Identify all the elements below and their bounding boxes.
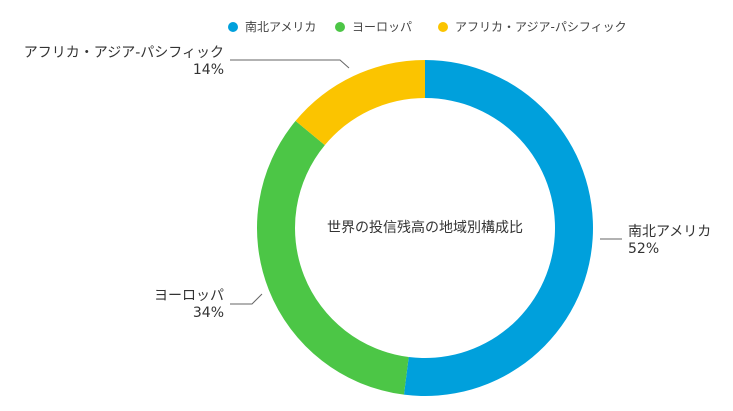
leader-line-africa-asia-pacific: [230, 59, 350, 69]
leader-line-europe: [230, 293, 263, 305]
slice-europe: [257, 120, 409, 395]
callout-name-africa-asia-pacific: アフリカ・アジア-パシフィック: [24, 45, 224, 61]
chart-legend: 南北アメリカ ヨーロッパ アフリカ・アジア-パシフィック: [228, 19, 627, 34]
slice-americas: [403, 60, 594, 396]
callout-name-europe: ヨーロッパ: [154, 288, 224, 304]
legend-label-americas: 南北アメリカ: [245, 19, 316, 34]
callout-value-africa-asia-pacific: 14%: [193, 62, 224, 78]
legend-marker-americas: [228, 22, 238, 32]
slice-africa-asia-pacific: [295, 60, 425, 146]
callout-name-americas: 南北アメリカ: [628, 224, 711, 240]
legend-marker-europe: [335, 22, 345, 32]
callout-value-americas: 52%: [628, 241, 659, 257]
chart-title: 世界の投信残高の地域別構成比: [327, 219, 523, 236]
donut-slices: [257, 60, 594, 396]
legend-marker-africa-asia-pacific: [438, 22, 448, 32]
legend-label-europe: ヨーロッパ: [352, 20, 412, 34]
callout-value-europe: 34%: [193, 305, 224, 321]
legend-label-africa-asia-pacific: アフリカ・アジア-パシフィック: [455, 20, 627, 34]
